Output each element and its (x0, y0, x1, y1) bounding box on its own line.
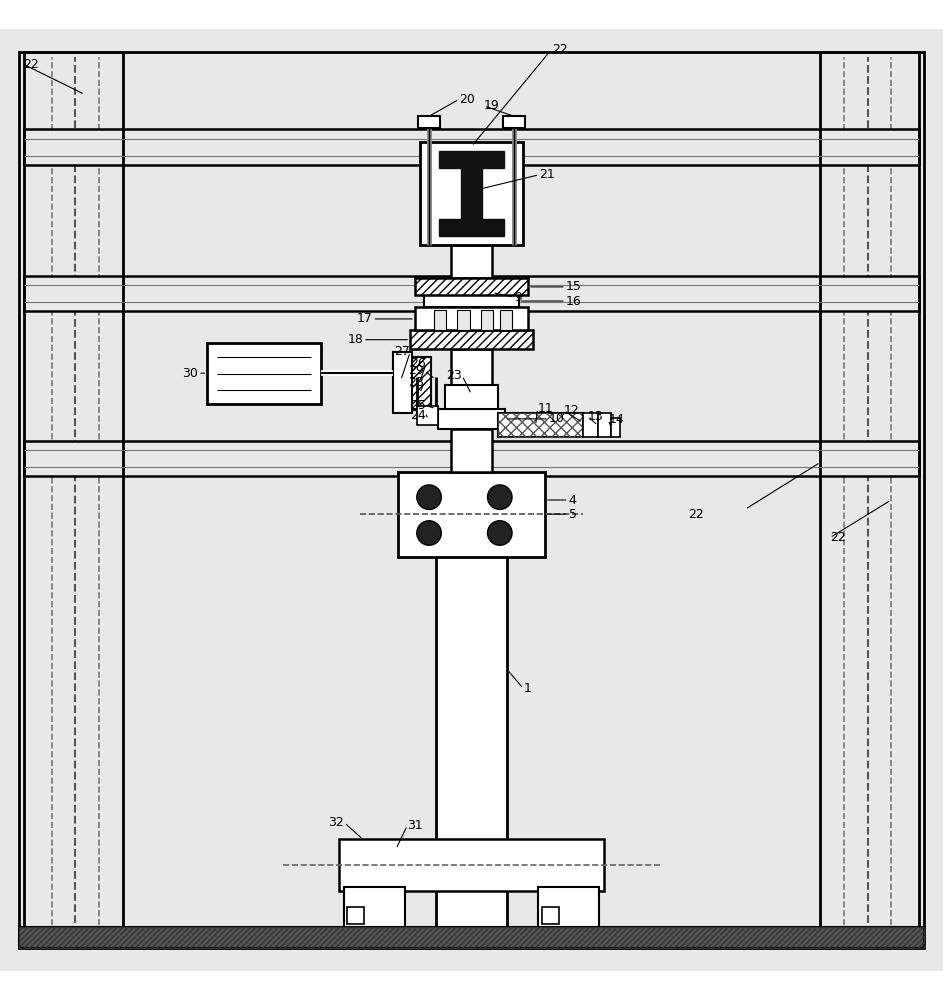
Text: 19: 19 (484, 99, 500, 112)
Bar (498, 413, 583, 437)
Text: 14: 14 (608, 413, 624, 426)
Circle shape (488, 521, 512, 545)
Bar (538, 887, 599, 927)
Circle shape (488, 485, 512, 509)
Bar (436, 481, 507, 927)
Text: 13: 13 (587, 410, 604, 423)
Bar (457, 310, 470, 330)
Bar (410, 357, 431, 409)
Bar (445, 385, 498, 409)
Text: 16: 16 (566, 295, 582, 308)
Bar (420, 142, 523, 245)
Bar (410, 330, 533, 349)
Text: 22: 22 (552, 43, 568, 56)
Text: 4: 4 (569, 494, 576, 507)
Bar (24, 276, 919, 311)
Bar (207, 343, 321, 404)
Bar (439, 219, 504, 236)
Bar (611, 418, 620, 437)
Text: 32: 32 (328, 816, 344, 829)
Bar (503, 116, 525, 128)
Bar (393, 352, 412, 413)
Text: 11: 11 (538, 402, 554, 415)
Circle shape (417, 485, 441, 509)
Bar (415, 307, 528, 330)
Bar (24, 129, 919, 165)
Text: 25: 25 (410, 399, 426, 412)
Bar (347, 907, 364, 924)
Text: 23: 23 (446, 369, 462, 382)
Bar (481, 310, 493, 330)
Bar (19, 927, 924, 948)
Bar (424, 295, 519, 307)
Bar (500, 310, 512, 330)
Text: 22: 22 (830, 531, 846, 544)
Bar (498, 413, 583, 437)
Text: 24: 24 (410, 409, 426, 422)
Text: 10: 10 (549, 412, 565, 425)
Text: 9: 9 (514, 291, 521, 304)
Bar (417, 406, 438, 425)
Circle shape (417, 521, 441, 545)
Bar (344, 887, 405, 927)
Bar (19, 927, 924, 948)
Bar (451, 349, 492, 385)
Text: 22: 22 (24, 58, 40, 71)
Text: 27: 27 (394, 345, 410, 358)
Bar (439, 151, 504, 168)
Text: 29: 29 (408, 364, 424, 377)
Text: 22: 22 (688, 508, 704, 521)
Bar (24, 441, 919, 476)
Text: 20: 20 (459, 93, 475, 106)
Text: 15: 15 (566, 280, 582, 293)
Text: 1: 1 (523, 682, 531, 695)
Bar (434, 310, 446, 330)
Bar (339, 839, 604, 891)
Bar (451, 429, 492, 472)
Text: 28: 28 (408, 376, 424, 389)
Text: 30: 30 (182, 367, 198, 380)
Text: 31: 31 (407, 819, 423, 832)
Text: 17: 17 (356, 312, 372, 325)
Text: 5: 5 (569, 508, 576, 521)
Text: 18: 18 (347, 333, 363, 346)
Bar (461, 168, 482, 219)
Bar (398, 472, 545, 557)
Text: 26: 26 (410, 357, 426, 370)
Bar (542, 907, 559, 924)
Bar (418, 116, 440, 128)
Bar (415, 278, 528, 295)
Bar (583, 413, 598, 437)
Bar (598, 413, 611, 437)
Bar (438, 409, 505, 429)
Bar (451, 245, 492, 278)
Text: 21: 21 (539, 168, 555, 181)
Text: 12: 12 (564, 404, 580, 417)
